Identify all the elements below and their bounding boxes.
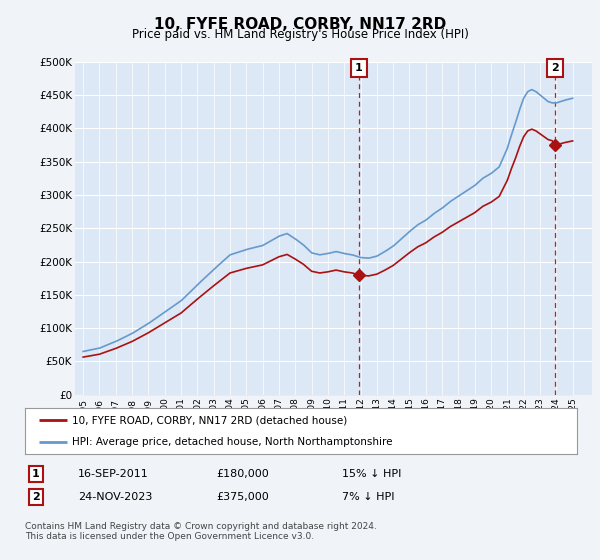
Text: Contains HM Land Registry data © Crown copyright and database right 2024.
This d: Contains HM Land Registry data © Crown c…	[25, 522, 377, 542]
Text: 2: 2	[551, 63, 559, 73]
Text: £375,000: £375,000	[216, 492, 269, 502]
Text: 10, FYFE ROAD, CORBY, NN17 2RD (detached house): 10, FYFE ROAD, CORBY, NN17 2RD (detached…	[72, 415, 347, 425]
Text: HPI: Average price, detached house, North Northamptonshire: HPI: Average price, detached house, Nort…	[72, 437, 392, 447]
Text: 16-SEP-2011: 16-SEP-2011	[78, 469, 149, 479]
Text: 15% ↓ HPI: 15% ↓ HPI	[342, 469, 401, 479]
Text: 1: 1	[355, 63, 363, 73]
Text: Price paid vs. HM Land Registry's House Price Index (HPI): Price paid vs. HM Land Registry's House …	[131, 28, 469, 41]
Text: 1: 1	[32, 469, 40, 479]
Text: 2: 2	[32, 492, 40, 502]
Text: 24-NOV-2023: 24-NOV-2023	[78, 492, 152, 502]
Text: 10, FYFE ROAD, CORBY, NN17 2RD: 10, FYFE ROAD, CORBY, NN17 2RD	[154, 17, 446, 32]
Text: £180,000: £180,000	[216, 469, 269, 479]
Text: 7% ↓ HPI: 7% ↓ HPI	[342, 492, 395, 502]
